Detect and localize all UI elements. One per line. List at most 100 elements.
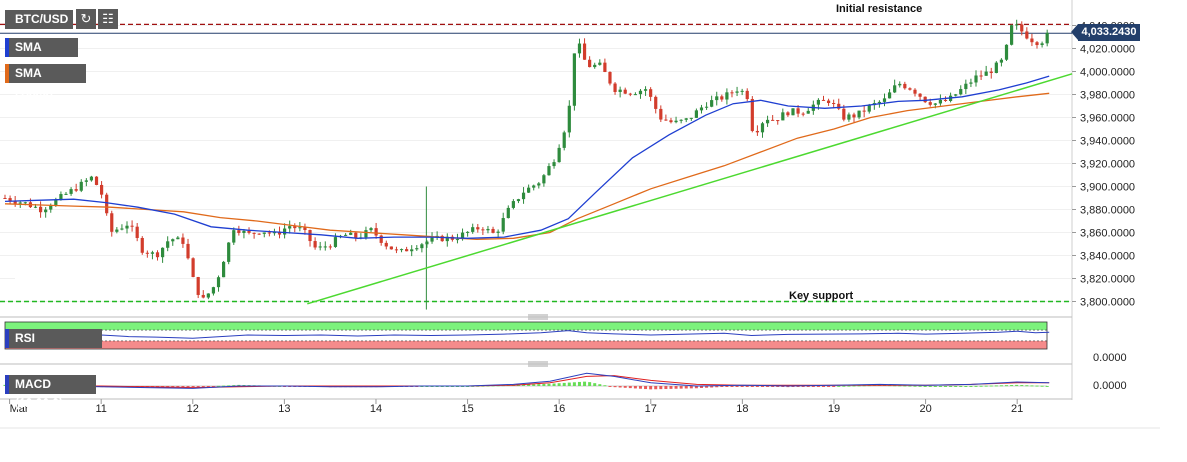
- candle-body: [852, 114, 856, 118]
- macd-histogram-bar: [760, 386, 764, 387]
- macd-histogram-bar: [964, 386, 968, 387]
- candle-body: [532, 185, 536, 188]
- candle-body: [567, 105, 571, 133]
- sma100-line: [4, 92, 1050, 241]
- time-tick-label: 11: [95, 403, 106, 415]
- candle-body: [135, 226, 139, 238]
- time-tick-label: 21: [1011, 403, 1023, 415]
- candle-body: [3, 198, 7, 199]
- candle-body: [344, 234, 348, 236]
- macd-pane[interactable]: [3, 372, 1050, 390]
- candle-body: [99, 184, 104, 195]
- macd-histogram-bar: [918, 385, 922, 387]
- candle-body: [679, 119, 683, 121]
- candle-body: [954, 94, 958, 96]
- sma50-line: [4, 75, 1050, 239]
- candle-body: [74, 189, 78, 191]
- candle-body: [1025, 31, 1029, 39]
- macd-histogram-bar: [949, 386, 953, 387]
- candle-body: [715, 96, 719, 101]
- candle-body: [130, 225, 134, 227]
- symbol-label[interactable]: BTC/USD: [5, 10, 73, 29]
- candle-body: [115, 229, 119, 232]
- sma100-swatch: [5, 64, 9, 83]
- candle-body: [171, 239, 175, 242]
- macd-histogram-bar: [959, 386, 963, 387]
- calendar-icon[interactable]: ☷: [98, 9, 118, 29]
- candle-body: [979, 75, 983, 77]
- candle-body: [410, 249, 414, 252]
- candle-body: [49, 205, 53, 210]
- refresh-icon[interactable]: ↻: [76, 9, 96, 29]
- macd-histogram-bar: [608, 386, 612, 387]
- macd-histogram-bar: [542, 383, 546, 386]
- candle-body: [913, 89, 917, 94]
- candle-body: [369, 228, 373, 231]
- candle-body: [481, 229, 485, 231]
- macd-histogram-bar: [786, 386, 790, 388]
- candle-body: [293, 226, 297, 229]
- candle-body: [516, 199, 521, 202]
- candle-body: [425, 241, 429, 245]
- rsi-overbought-zone: [5, 322, 1047, 331]
- macd-histogram-bar: [928, 386, 932, 387]
- sma50-legend[interactable]: SMA (50,0): [5, 38, 78, 73]
- candle-body: [1030, 38, 1034, 43]
- candle-body: [689, 117, 693, 119]
- candle-body: [943, 99, 948, 101]
- macd-histogram-bar: [944, 386, 948, 387]
- macd-histogram-bar: [1005, 385, 1009, 387]
- support-annotation: Key support: [789, 290, 853, 302]
- candle-body: [786, 112, 790, 116]
- sma100-legend[interactable]: SMA (100,0): [5, 64, 86, 99]
- candle-body: [298, 227, 302, 229]
- candle-body: [857, 110, 861, 118]
- candle-body: [288, 226, 292, 229]
- candle-body: [562, 132, 566, 148]
- symbol-text: BTC/USD: [15, 12, 69, 26]
- candle-body: [832, 103, 836, 105]
- candle-body: [262, 232, 266, 234]
- rsi-axis-value: 0.0000: [1093, 352, 1127, 364]
- candle-body: [669, 120, 673, 123]
- candle-body: [384, 242, 388, 247]
- macd-histogram-bar: [196, 386, 200, 387]
- macd-legend[interactable]: MACD (12,26,9): [5, 375, 96, 410]
- macd-histogram-bar: [583, 381, 587, 386]
- candle-body: [974, 75, 978, 83]
- macd-histogram-bar: [694, 386, 698, 389]
- price-pane[interactable]: [0, 19, 1073, 310]
- sma50-swatch: [5, 38, 9, 57]
- candle-body: [491, 228, 495, 233]
- macd-histogram-bar: [638, 386, 642, 389]
- sma100-label: SMA (100,0): [15, 66, 54, 99]
- candle-body: [471, 227, 475, 232]
- macd-histogram-bar: [801, 386, 805, 387]
- support-label: Key support: [789, 290, 854, 302]
- macd-histogram-bar: [954, 386, 958, 387]
- candle-body: [1040, 43, 1044, 46]
- macd-histogram-bar: [593, 383, 597, 386]
- rsi-legend[interactable]: RSI (14,70,30,1): [5, 329, 102, 364]
- macd-histogram-bar: [537, 384, 541, 386]
- candle-body: [176, 237, 180, 240]
- macd-histogram-bar: [705, 386, 709, 388]
- candle-body: [501, 218, 505, 232]
- price-tick-label: 3,900.0000: [1080, 182, 1135, 194]
- candle-body: [333, 237, 338, 247]
- macd-histogram-bar: [598, 384, 602, 386]
- candle-body: [405, 249, 409, 252]
- price-tick-label: 4,000.0000: [1080, 67, 1135, 79]
- candle-body: [181, 237, 185, 244]
- candle-body: [842, 108, 846, 120]
- candle-body: [232, 230, 236, 243]
- current-price-tag: 4,033.2430: [1071, 24, 1140, 41]
- rsi-pane[interactable]: [4, 321, 1050, 350]
- candle-body: [394, 249, 399, 251]
- candle-body: [796, 108, 800, 114]
- resistance-annotation: Initial resistance: [836, 3, 922, 15]
- ascending-trendline: [307, 73, 1073, 305]
- candle-body: [247, 230, 251, 233]
- candle-body: [598, 62, 602, 65]
